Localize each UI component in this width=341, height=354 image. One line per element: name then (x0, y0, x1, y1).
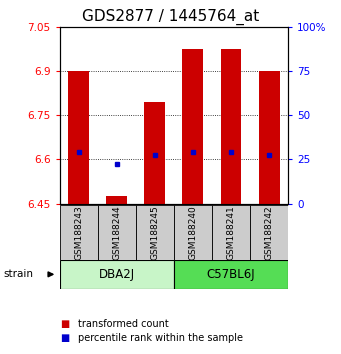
Bar (182, 49, 204, 204)
Text: DBA2J: DBA2J (99, 268, 135, 281)
Text: GSM188242: GSM188242 (265, 205, 273, 260)
Bar (258, 71, 280, 204)
Bar (174, 205, 212, 260)
Bar (60, 260, 174, 289)
Bar (250, 205, 288, 260)
Text: transformed count: transformed count (78, 319, 169, 329)
Text: GSM188244: GSM188244 (112, 205, 121, 260)
Bar (174, 260, 288, 289)
Text: C57BL6J: C57BL6J (207, 268, 255, 281)
Text: GSM188245: GSM188245 (150, 205, 159, 260)
Text: ■: ■ (60, 333, 69, 343)
Text: GSM188243: GSM188243 (74, 205, 83, 260)
Bar (98, 205, 136, 260)
Text: ■: ■ (60, 319, 69, 329)
Bar (136, 205, 174, 260)
Bar (144, 102, 165, 204)
Text: GSM188241: GSM188241 (226, 205, 236, 260)
Bar (60, 205, 98, 260)
Bar (221, 49, 241, 204)
Bar (212, 205, 250, 260)
Bar (68, 71, 89, 204)
Bar (106, 196, 127, 204)
Text: strain: strain (3, 269, 33, 279)
Text: percentile rank within the sample: percentile rank within the sample (78, 333, 243, 343)
Text: GSM188240: GSM188240 (189, 205, 197, 260)
Text: GDS2877 / 1445764_at: GDS2877 / 1445764_at (82, 9, 259, 25)
